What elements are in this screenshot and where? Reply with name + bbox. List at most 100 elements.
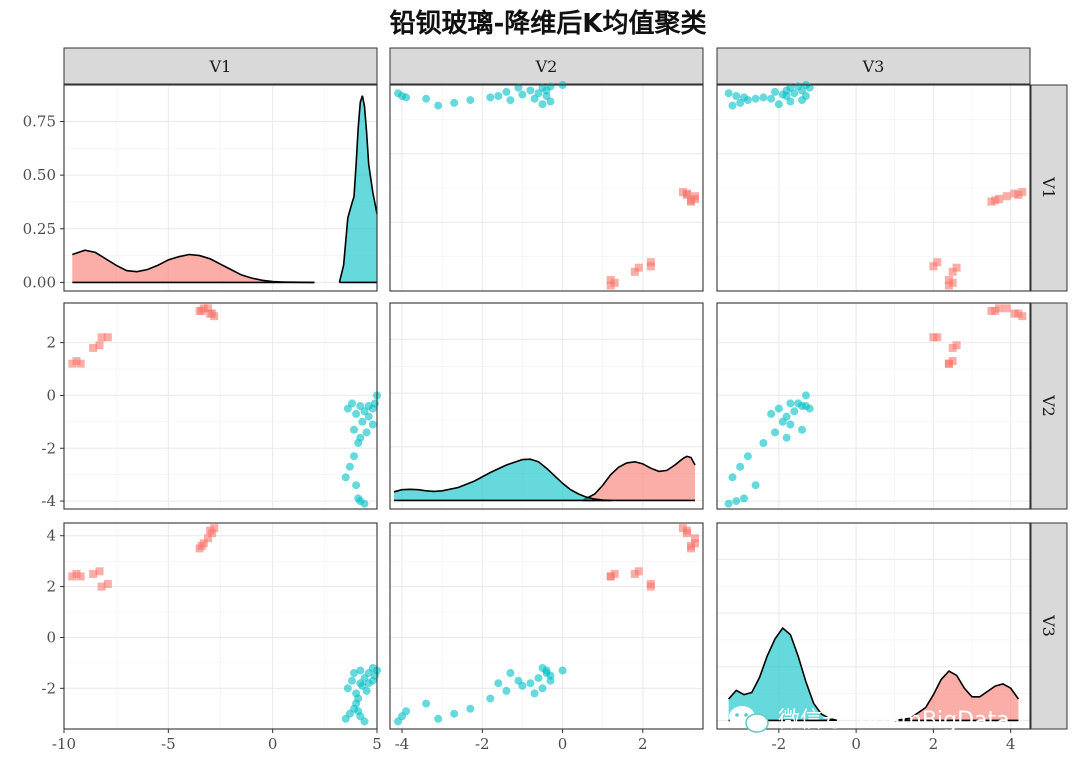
chart-title: 铅钡玻璃-降维后K均值聚类 <box>390 8 707 39</box>
strip-right-bg <box>1030 84 1068 292</box>
panel-border <box>389 84 704 292</box>
point-cluster2 <box>546 676 555 685</box>
point-cluster2 <box>422 699 431 708</box>
point-cluster2 <box>790 407 799 416</box>
point-cluster2 <box>798 86 806 95</box>
point-cluster2 <box>368 676 377 685</box>
point-cluster2 <box>434 714 443 723</box>
point-cluster1 <box>97 582 106 591</box>
point-cluster1 <box>606 276 615 284</box>
x-tick-label: -2 <box>475 735 490 753</box>
point-cluster2 <box>502 686 511 695</box>
point-cluster2 <box>732 92 741 100</box>
panel-border <box>389 522 704 730</box>
density-curve-cluster2 <box>728 626 838 722</box>
y-tick-label: -4 <box>41 492 56 510</box>
point-cluster1 <box>948 267 957 276</box>
x-tick-label: 2 <box>929 735 939 753</box>
strip-top-v2: V2 <box>389 47 704 85</box>
point-cluster2 <box>767 409 776 418</box>
panel-border <box>716 84 1031 292</box>
panel-v3-v1: -2 0 2 4 -10 -5 0 5 <box>41 522 382 753</box>
x-tick-label: 0 <box>268 735 278 753</box>
point-cluster1 <box>95 567 104 576</box>
point-cluster2 <box>341 473 350 482</box>
panel-v3-v3: -2 0 2 4 <box>716 522 1031 753</box>
y-tick-label: 2 <box>46 578 56 596</box>
strip-top-label: V1 <box>209 57 232 76</box>
point-cluster2 <box>358 417 367 426</box>
point-cluster1 <box>687 541 695 550</box>
point-cluster2 <box>356 433 365 442</box>
strip-top-v3: V3 <box>716 47 1031 85</box>
point-cluster1 <box>634 263 643 272</box>
x-tick-label: 0 <box>558 735 568 753</box>
point-cluster1 <box>606 572 615 581</box>
point-cluster1 <box>944 276 953 284</box>
x-tick-label: -10 <box>52 735 76 753</box>
x-tick-label: 5 <box>372 735 382 753</box>
point-cluster2 <box>798 425 806 434</box>
point-cluster2 <box>751 481 760 490</box>
point-cluster2 <box>542 92 551 100</box>
x-tick-label: 4 <box>1006 735 1016 753</box>
strip-top-bg <box>716 47 1031 85</box>
point-cluster1 <box>210 312 219 321</box>
point-cluster1 <box>1014 309 1023 318</box>
point-cluster1 <box>76 359 85 368</box>
point-cluster1 <box>72 569 81 578</box>
strip-right-label: V2 <box>1039 394 1058 417</box>
point-cluster1 <box>95 341 104 350</box>
density-curve-cluster1 <box>894 670 1020 722</box>
point-cluster2 <box>798 402 806 410</box>
point-cluster2 <box>778 417 787 426</box>
density-area-cluster2 <box>728 628 837 721</box>
point-cluster1 <box>646 258 655 267</box>
x-tick-label: -2 <box>772 735 787 753</box>
point-cluster1 <box>944 359 953 368</box>
gridlines <box>390 523 703 729</box>
gridlines <box>717 303 1030 509</box>
watermark-text: 微信号: AdamBigData <box>778 708 1010 733</box>
point-cluster2 <box>368 420 377 429</box>
point-cluster2 <box>558 666 567 675</box>
point-cluster1 <box>952 341 961 350</box>
point-cluster1 <box>630 267 639 276</box>
y-tick-label: 0.50 <box>23 166 56 184</box>
point-cluster2 <box>759 439 768 447</box>
point-cluster2 <box>422 94 431 103</box>
strip-right-bg <box>1030 302 1068 510</box>
panel-border <box>63 522 378 730</box>
point-cluster2 <box>348 676 356 685</box>
point-cluster1 <box>204 304 212 313</box>
point-cluster2 <box>538 684 547 693</box>
point-cluster2 <box>518 90 527 99</box>
wechat-icon <box>729 706 769 733</box>
panel-v1-v2 <box>389 81 704 292</box>
y-tick-label: 0.25 <box>23 220 56 238</box>
point-cluster2 <box>364 669 373 677</box>
point-cluster1 <box>103 333 112 342</box>
point-cluster2 <box>466 96 475 105</box>
y-tick-label: 4 <box>46 527 56 545</box>
point-cluster2 <box>356 679 365 688</box>
y-tick-label: 0 <box>46 628 56 646</box>
point-cluster2 <box>786 420 795 429</box>
point-cluster2 <box>534 89 543 98</box>
point-cluster2 <box>786 83 795 92</box>
point-cluster2 <box>740 93 748 102</box>
panel-v1-v1: 0.00 0.25 0.50 0.75 <box>23 84 378 292</box>
density-area-cluster2 <box>339 95 377 283</box>
point-cluster2 <box>767 94 776 103</box>
x-axis-v1: -10 -5 0 5 <box>52 729 382 753</box>
point-cluster2 <box>348 399 356 408</box>
x-tick-label: 2 <box>638 735 648 753</box>
point-cluster2 <box>343 684 352 693</box>
point-cluster2 <box>345 462 354 471</box>
point-cluster2 <box>506 669 515 677</box>
point-cluster2 <box>350 452 358 461</box>
panel-border <box>63 302 378 510</box>
strip-right-label: V3 <box>1039 614 1058 637</box>
point-cluster2 <box>341 714 350 723</box>
